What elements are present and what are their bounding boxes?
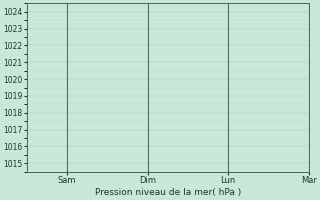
X-axis label: Pression niveau de la mer( hPa ): Pression niveau de la mer( hPa ) <box>95 188 241 197</box>
